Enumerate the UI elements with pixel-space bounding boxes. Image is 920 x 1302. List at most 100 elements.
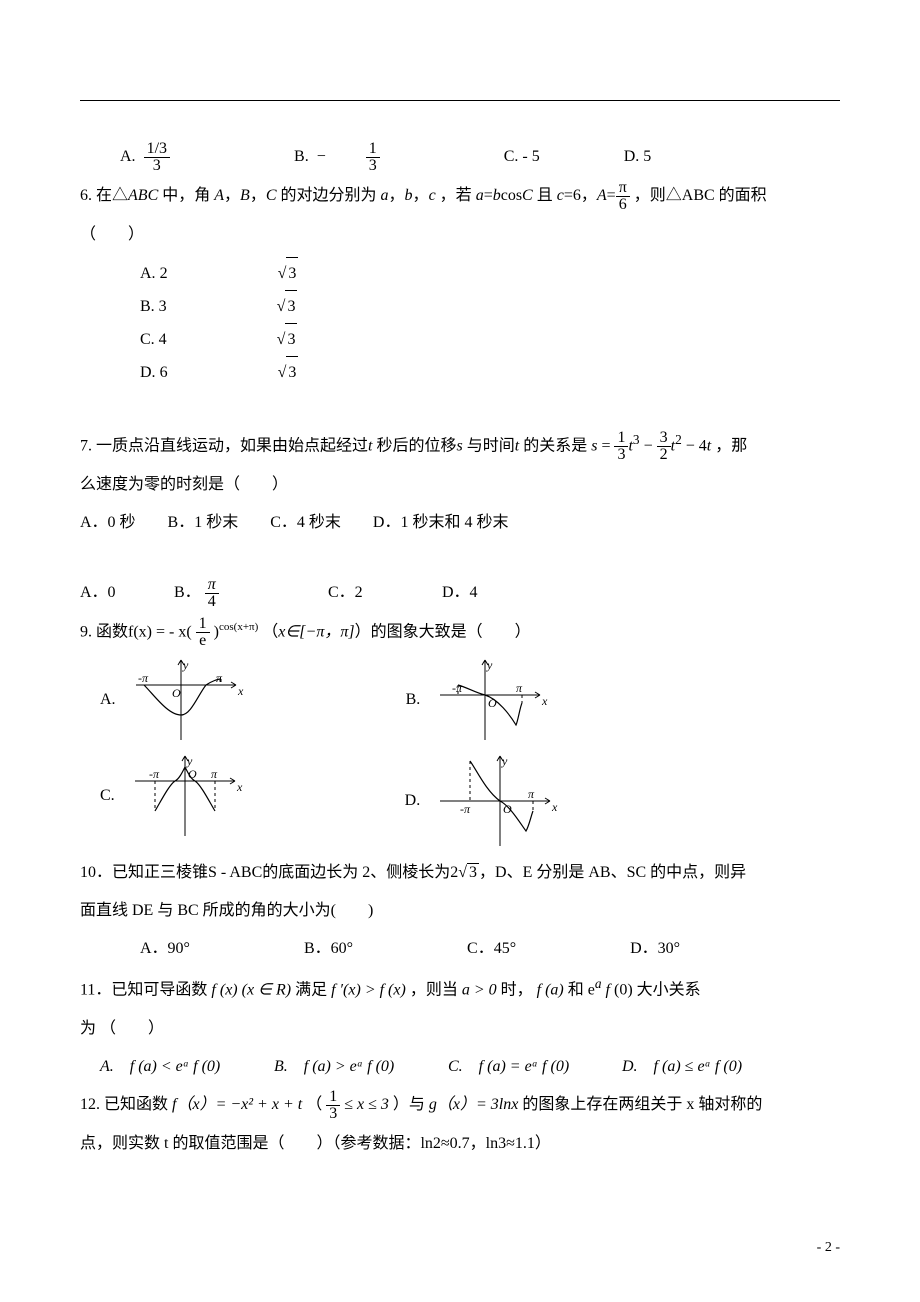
text: 的图象上存在两组关于 x 轴对称的: [522, 1096, 762, 1113]
q5-opt-a: A. 1/33: [120, 141, 250, 174]
text: 9. 函数f(x) = - x(: [80, 623, 192, 640]
text: 1: [366, 141, 380, 157]
q12-line2: 点，则实数 t 的取值范围是（ ）（参考数据：ln2≈0.7，ln3≈1.1）: [80, 1128, 840, 1160]
svg-text:y: y: [501, 754, 508, 768]
q7-line2: 么速度为零的时刻是（ ）: [80, 469, 840, 501]
q9-graph-b: B. yx O -π π: [406, 655, 551, 745]
opt-label: B.: [406, 684, 421, 716]
svg-text:x: x: [237, 684, 244, 698]
text: 1: [614, 430, 628, 446]
text: 3: [614, 446, 628, 463]
page: A. 1/33 B. −13 C. - 5 D. 5 6. 在△ABC 中，角 …: [0, 0, 920, 1302]
text: A: [214, 187, 224, 204]
q8-opt-a: A．0: [80, 577, 170, 609]
q7-stem: 7. 一质点沿直线运动，如果由始点起经过t 秒后的位移s 与时间t 的关系是 s…: [80, 427, 840, 463]
text: 中，角: [162, 187, 214, 204]
text: 的对边分别为: [281, 187, 381, 204]
text: 1/3: [144, 141, 170, 157]
text: B: [240, 187, 250, 204]
svg-text:π: π: [528, 787, 535, 801]
page-number: - 2 -: [817, 1234, 840, 1262]
q8-opt-d: D．4: [442, 584, 478, 601]
q10-line2: 面直线 DE 与 BC 所成的角的大小为( ): [80, 895, 840, 927]
text: cos(x+π): [219, 621, 258, 633]
text: t: [515, 437, 519, 454]
text: 3: [326, 1105, 340, 1122]
q8-opt-b: B． π4: [174, 577, 324, 610]
q8-opt-c: C．2: [328, 577, 438, 609]
q11-opt-b: B. f (a) > eᵃ f (0): [274, 1051, 444, 1083]
opt-label: A.: [100, 684, 116, 716]
svg-text:-π: -π: [452, 681, 463, 695]
svg-text:-π: -π: [460, 802, 471, 816]
text: 与时间: [467, 437, 515, 454]
q10-opt-d: D．30°: [630, 933, 680, 965]
q10-opt-c: C．45°: [467, 933, 516, 965]
q9-graphs-row1: A. yx O -π π B. yx O -π π: [80, 655, 840, 745]
q8-options: A．0 B． π4 C．2 D．4: [80, 577, 840, 610]
q9-graph-d: D. yx O -π π: [405, 751, 561, 851]
text: 3: [366, 157, 380, 174]
q9-graph-a: A. yx O -π π: [100, 655, 246, 745]
text: s: [456, 437, 462, 454]
text: f（x）= −x² + x + t: [172, 1096, 302, 1113]
text: ABC: [128, 187, 158, 204]
text: 和: [568, 982, 588, 999]
q11-stem: 11．已知可导函数 f (x) (x ∈ R) 满足 f ′(x) > f (x…: [80, 971, 840, 1006]
text: a > 0: [462, 982, 497, 999]
svg-text:x: x: [541, 694, 548, 708]
text: 6: [616, 196, 630, 213]
text: e: [196, 632, 210, 649]
text: 3: [657, 430, 671, 446]
q12-stem: 12. 已知函数 f（x）= −x² + x + t （ 13 ≤ x ≤ 3 …: [80, 1089, 840, 1122]
top-rule: [80, 100, 840, 101]
text: 满足: [295, 982, 331, 999]
text: 1: [196, 616, 210, 632]
text: t: [368, 437, 372, 454]
q10-options: A．90° B．60° C．45° D．30°: [80, 933, 840, 965]
q9-graph-c: C. yx O -π π: [100, 751, 245, 841]
svg-text:-π: -π: [149, 767, 160, 781]
q10-opt-b: B．60°: [304, 933, 353, 965]
text: 7. 一质点沿直线运动，如果由始点起经过: [80, 437, 368, 454]
svg-text:y: y: [186, 754, 193, 768]
q9-stem: 9. 函数f(x) = - x( 1e )cos(x+π) （x∈[−π，π]）…: [80, 616, 840, 649]
q11-options: A. f (a) < eᵃ f (0) B. f (a) > eᵃ f (0) …: [80, 1051, 840, 1083]
text: （: [306, 1096, 322, 1113]
svg-text:x: x: [551, 800, 558, 814]
q5-opt-b: B. −13: [294, 141, 460, 174]
text: 2: [657, 446, 671, 463]
svg-text:O: O: [172, 686, 181, 700]
q6-stem: 6. 在△ABC 中，角 A，B，C 的对边分别为 a，b，c ，若 a=bco…: [80, 180, 840, 213]
q11-opt-d: D. f (a) ≤ eᵃ f (0): [622, 1051, 742, 1083]
text: 4: [205, 593, 219, 610]
svg-text:-π: -π: [138, 671, 149, 685]
q5-opt-c: C. - 5: [504, 141, 580, 173]
text: ，则△ABC 的面积: [634, 187, 767, 204]
text: （: [262, 623, 278, 640]
text: ，则当: [410, 982, 462, 999]
svg-text:π: π: [516, 681, 523, 695]
text: 11．已知可导函数: [80, 982, 211, 999]
text: π: [616, 180, 630, 196]
text: b: [405, 187, 413, 204]
q6-options: A. 23 B. 33 C. 43 D. 63: [80, 257, 840, 389]
q7-options: A．0 秒 B．1 秒末 C．4 秒末 D．1 秒末和 4 秒末: [80, 507, 840, 539]
text: f ′(x) > f (x): [331, 982, 406, 999]
text: B．: [174, 584, 201, 601]
svg-text:π: π: [211, 767, 218, 781]
q5-opt-d: D. 5: [624, 141, 692, 173]
q10-opt-a: A．90°: [140, 933, 190, 965]
q9-graphs-row2: C. yx O -π π D. yx O -π π: [80, 751, 840, 851]
text: ，若: [440, 187, 476, 204]
text: 大小关系: [637, 982, 701, 999]
q6-paren: （ ）: [80, 219, 840, 251]
text: c: [429, 187, 436, 204]
opt-label: D.: [405, 785, 421, 817]
q5-options: A. 1/33 B. −13 C. - 5 D. 5: [80, 141, 840, 174]
q11-opt-c: C. f (a) = eᵃ f (0): [448, 1051, 618, 1083]
text: 时，: [501, 982, 533, 999]
q6-opt-c: C. 43: [140, 323, 517, 356]
text: 6. 在△: [80, 187, 128, 204]
text: f (a): [537, 982, 564, 999]
